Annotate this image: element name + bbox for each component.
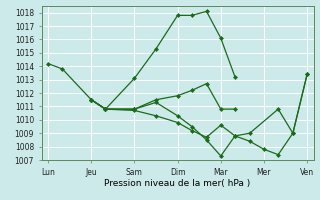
X-axis label: Pression niveau de la mer( hPa ): Pression niveau de la mer( hPa ) (104, 179, 251, 188)
